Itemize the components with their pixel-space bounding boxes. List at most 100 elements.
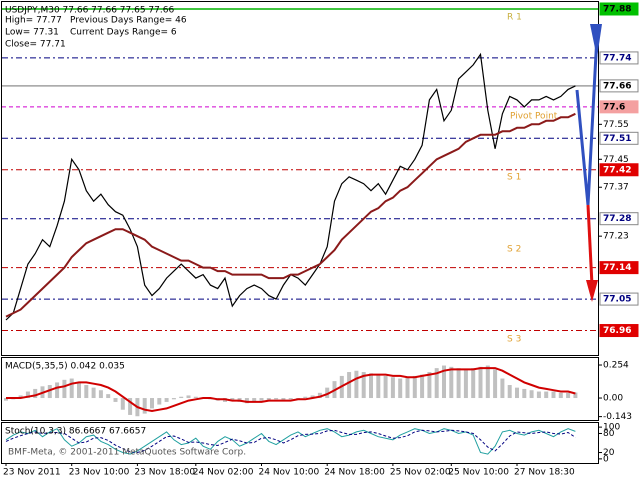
level-label: 77.42 xyxy=(603,165,631,175)
level-box xyxy=(599,163,639,177)
x-tick-label: 27 Nov 18:30 xyxy=(514,468,575,478)
histogram-bar xyxy=(442,365,446,399)
level-label: 77.28 xyxy=(603,214,631,224)
histogram-bar xyxy=(303,396,308,399)
histogram-bar xyxy=(412,375,417,399)
histogram-bar xyxy=(120,398,125,410)
histogram-bar xyxy=(566,392,571,399)
histogram-bar xyxy=(500,378,505,399)
y-tick-label: 77.37 xyxy=(603,183,629,193)
level-box xyxy=(599,131,639,145)
x-tick-label: 23 Nov 18:00 xyxy=(134,468,195,478)
info-text: High= 77.77 xyxy=(5,16,62,26)
y-tick-label: 80 xyxy=(603,429,615,439)
histogram-bar xyxy=(274,398,279,400)
histogram-bar xyxy=(544,391,549,399)
histogram-bar xyxy=(266,398,271,401)
histogram-bar xyxy=(55,382,60,399)
histogram-bar xyxy=(281,398,286,401)
histogram-bar xyxy=(463,369,468,399)
panel-title: Stoch(10,3,3) 86.6667 67.6657 xyxy=(5,427,146,437)
histogram-bar xyxy=(369,373,373,399)
histogram-bar xyxy=(434,368,439,399)
histogram-bar xyxy=(62,379,67,399)
histogram-bar xyxy=(317,392,322,399)
info-text: Close= 77.71 xyxy=(5,40,66,50)
stoch-panel xyxy=(1,422,599,464)
histogram-bar xyxy=(193,396,198,399)
y-tick-label: 20 xyxy=(603,448,615,458)
y-tick-label: -0.143 xyxy=(603,412,632,422)
histogram-bar xyxy=(142,398,147,414)
histogram-bar xyxy=(150,398,154,409)
histogram-bar xyxy=(471,368,476,399)
x-tick-label: 23 Nov 2011 xyxy=(3,468,61,478)
y-tick-label: 77.55 xyxy=(603,120,629,130)
main-panel xyxy=(1,1,599,356)
histogram-bar xyxy=(383,375,388,399)
histogram-bar xyxy=(186,395,191,399)
histogram-bar xyxy=(325,387,330,399)
level-box xyxy=(599,261,639,275)
histogram-bar xyxy=(33,388,38,399)
x-tick-label: 24 Nov 10:00 xyxy=(259,468,320,478)
histogram-bar xyxy=(354,370,359,399)
histogram-bar xyxy=(573,392,578,399)
info-text: Current Days Range= 6 xyxy=(70,28,177,38)
histogram-bar xyxy=(427,372,432,399)
histogram-bar xyxy=(390,377,395,399)
histogram-bar xyxy=(536,391,541,399)
level-label: 77.51 xyxy=(603,134,631,144)
histogram-bar xyxy=(47,385,52,399)
level-box xyxy=(599,292,639,306)
level-label: 77.66 xyxy=(603,81,631,91)
histogram-bar xyxy=(420,374,425,399)
x-tick-label: 25 Nov 02:00 xyxy=(390,468,451,478)
histogram-bar xyxy=(449,366,454,399)
histogram-bar xyxy=(259,398,264,401)
panel-title: USDJPY,M30 77.66 77.66 77.65 77.66 xyxy=(5,6,174,16)
copyright: BMF-Meta, © 2001-2011 MetaQuotes Softwar… xyxy=(8,448,246,458)
series-line xyxy=(5,428,576,455)
histogram-bar xyxy=(485,365,490,399)
y-tick-label: 0.00 xyxy=(603,394,623,404)
y-tick-label: 0 xyxy=(603,454,609,464)
histogram-bar xyxy=(157,398,162,405)
info-text: Previous Days Range= 46 xyxy=(70,16,187,26)
arrowhead-down xyxy=(586,280,598,302)
histogram-bar xyxy=(529,390,534,399)
level-box xyxy=(599,324,639,338)
pivot-label: S 2 xyxy=(507,245,521,255)
histogram-bar xyxy=(456,368,461,399)
histogram-bar xyxy=(376,374,381,399)
level-box xyxy=(599,79,639,93)
forecast-arrow-down xyxy=(586,204,594,286)
histogram-bar xyxy=(18,395,23,399)
histogram-bar xyxy=(69,378,74,399)
histogram-bar xyxy=(515,387,519,399)
histogram-bar xyxy=(179,396,184,399)
y-tick-label: 100 xyxy=(603,423,620,433)
level-label: 76.96 xyxy=(603,326,631,336)
pivot-label: S 3 xyxy=(507,335,521,345)
info-text: Low= 77.31 xyxy=(5,28,59,38)
histogram-bar xyxy=(361,372,366,399)
x-tick-label: 24 Nov 02:00 xyxy=(193,468,254,478)
histogram-bar xyxy=(128,398,133,415)
histogram-bar xyxy=(507,385,512,399)
y-tick-label: 0.254 xyxy=(603,361,629,371)
pivot-label: S 1 xyxy=(507,173,521,183)
histogram-bar xyxy=(4,398,8,401)
histogram-bar xyxy=(347,372,352,399)
y-tick-label: 77.23 xyxy=(603,232,629,242)
histogram-bar xyxy=(252,398,257,402)
series-line xyxy=(5,112,576,318)
level-label: 77.14 xyxy=(603,263,631,273)
histogram-bar xyxy=(164,398,169,402)
histogram-bar xyxy=(493,369,498,399)
level-box xyxy=(599,212,639,226)
histogram-bar xyxy=(25,391,30,399)
